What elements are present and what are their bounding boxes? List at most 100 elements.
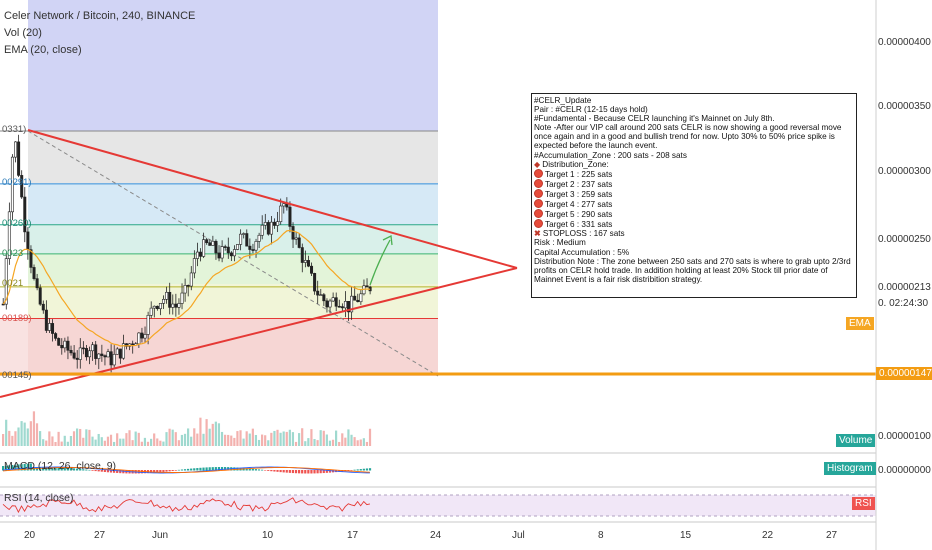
candle xyxy=(297,237,301,248)
volume-bar xyxy=(29,421,32,446)
note-line: Distribution Note : The zone between 250… xyxy=(534,256,851,284)
macd-histogram-bar xyxy=(202,467,205,471)
fib-label-213: 0021 xyxy=(2,278,24,289)
macd-histogram-bar xyxy=(273,470,276,472)
analysis-note[interactable]: #CELR_Update Pair : #CELR (12-15 days ho… xyxy=(531,93,857,298)
volume-bar xyxy=(205,419,208,446)
macd-histogram-bar xyxy=(79,468,82,471)
fib-band-2 xyxy=(28,183,438,224)
volume-bar xyxy=(230,435,233,446)
time-tick: 10 xyxy=(262,530,274,541)
candle xyxy=(199,251,203,257)
countdown-label: 0. 02:24:30 xyxy=(878,298,929,309)
macd-histogram-bar xyxy=(11,465,14,471)
price-tick: 0.00000000 xyxy=(878,465,931,476)
candle xyxy=(291,226,295,240)
volume-bar xyxy=(57,431,60,446)
candle xyxy=(195,251,199,259)
volume-bar xyxy=(236,431,239,446)
volume-bar xyxy=(20,421,23,446)
triangle-upper-line xyxy=(27,129,518,269)
chart-title: Celer Network / Bitcoin, 240, BINANCE xyxy=(4,10,196,22)
volume-bar xyxy=(288,429,291,446)
volume-bar xyxy=(233,437,236,446)
macd-histogram-bar xyxy=(72,468,76,471)
macd-histogram-bar xyxy=(193,468,196,471)
macd-histogram-bar xyxy=(301,470,304,474)
macd-histogram-bar xyxy=(220,467,224,471)
note-line: Target 2 : 237 sats xyxy=(534,178,854,189)
fib-left-ext xyxy=(0,319,28,376)
volume-bar xyxy=(365,441,369,446)
volume-bar xyxy=(60,441,63,446)
candle xyxy=(242,233,246,235)
ema-line xyxy=(2,229,371,347)
volume-bar xyxy=(42,439,45,446)
volume-bar xyxy=(171,429,174,446)
macd-histogram-bar xyxy=(264,470,267,471)
candle xyxy=(251,249,255,251)
fib-band-4 xyxy=(28,254,438,284)
target-icon xyxy=(534,168,543,178)
volume-bar xyxy=(183,433,187,446)
volume-bar xyxy=(217,423,221,446)
candle xyxy=(306,260,310,267)
macd-histogram-bar xyxy=(307,470,310,474)
macd-histogram-bar xyxy=(103,470,106,473)
volume-bar xyxy=(196,433,199,446)
candle xyxy=(26,231,30,250)
macd-histogram-bar xyxy=(245,468,248,471)
candle xyxy=(269,221,273,235)
note-line: #CELR_Update xyxy=(534,96,592,105)
volume-bar xyxy=(162,441,165,446)
candle xyxy=(294,237,298,240)
volume-bar xyxy=(187,428,190,446)
macd-histogram-bar xyxy=(174,470,177,471)
macd-histogram-bar xyxy=(109,470,113,473)
volume-bar xyxy=(79,428,82,446)
candle xyxy=(211,240,215,246)
volume-bar xyxy=(310,429,313,446)
rsi-band xyxy=(0,495,876,516)
volume-tag: Volume xyxy=(836,434,876,447)
volume-bar xyxy=(32,411,36,446)
volume-bar xyxy=(322,430,325,446)
macd-signal-line xyxy=(2,467,370,473)
macd-histogram-bar xyxy=(85,469,88,471)
macd-histogram-bar xyxy=(298,470,301,474)
projection-arrowhead xyxy=(382,235,393,246)
candle xyxy=(140,332,144,339)
fib-label-145: 00145) xyxy=(2,370,32,381)
macd-histogram-bar xyxy=(177,469,180,471)
volume-bars xyxy=(2,411,372,446)
macd-histogram-bar xyxy=(91,470,94,471)
volume-bar xyxy=(316,440,319,446)
volume-bar xyxy=(91,436,94,446)
candle xyxy=(171,303,175,308)
time-tick: 27 xyxy=(826,530,838,541)
macd-histogram-bar xyxy=(288,470,291,473)
macd-histogram-bar xyxy=(48,467,51,471)
macd-histogram-bar xyxy=(313,470,316,474)
volume-bar xyxy=(279,432,282,446)
volume-bar xyxy=(143,437,147,446)
candle xyxy=(72,352,76,359)
macd-histogram-bar xyxy=(217,467,221,471)
volume-bar xyxy=(245,431,248,446)
volume-bar xyxy=(109,434,113,446)
volume-bar xyxy=(261,434,264,446)
volume-bar xyxy=(63,435,66,446)
candle xyxy=(91,344,95,352)
candle xyxy=(1,303,5,306)
macd-histogram-bar xyxy=(180,469,184,471)
macd-histogram-bar xyxy=(69,468,73,471)
macd-histogram-bar xyxy=(211,467,214,471)
volume-bar xyxy=(122,438,125,446)
volume-bar xyxy=(193,428,196,446)
volume-bar xyxy=(119,438,122,446)
volume-bar xyxy=(106,436,110,446)
volume-bar xyxy=(294,441,298,446)
volume-bar xyxy=(150,438,153,446)
volume-bar xyxy=(35,423,39,446)
